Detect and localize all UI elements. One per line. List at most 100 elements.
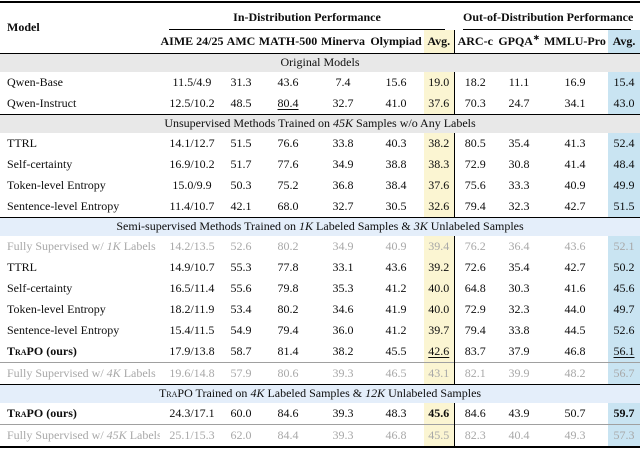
- value-text: 38.8: [385, 156, 407, 171]
- value-cell: 16.5/11.4: [160, 278, 224, 299]
- value-cell: 55.6: [224, 278, 258, 299]
- model-cell: TraPO (ours): [0, 341, 160, 363]
- value-cell: 11.4/10.7: [160, 196, 224, 218]
- value-text: 16.9: [564, 74, 586, 89]
- table-row: Self-certainty 16.5/11.4 55.6 79.8 35.3 41.2 4…: [0, 277, 640, 299]
- col-header-gpqa-ood: GPQA∗: [496, 30, 542, 54]
- value-text: 77.6: [277, 156, 299, 171]
- value-text: 48.2: [564, 365, 586, 380]
- text-part: 4K: [106, 365, 121, 380]
- value-text: 19.6/14.8: [169, 365, 215, 380]
- value-cell: 31.3: [224, 72, 258, 93]
- value-text: 32.3: [508, 301, 530, 316]
- value-text: 36.0: [332, 322, 354, 337]
- value-text: 16.9/10.2: [169, 156, 215, 171]
- value-text: 36.4: [508, 238, 530, 253]
- value-text: 39.3: [332, 365, 354, 380]
- value-cell: 46.8: [368, 423, 424, 447]
- value-text: 53.4: [230, 301, 252, 316]
- model-cell: Fully Supervised w/ 4K Labels: [0, 361, 160, 384]
- table-row: Fully Supervised w/ 45K Labels 25.1/15.3 6…: [0, 423, 640, 447]
- value-text: 52.6: [613, 322, 635, 337]
- value-cell: 49.9: [608, 174, 640, 196]
- value-cell: 24.3/17.1: [160, 403, 224, 425]
- value-text: 72.9: [464, 156, 486, 171]
- value-text: 11.5/4.9: [172, 74, 212, 89]
- value-text: 44.0: [564, 301, 586, 316]
- value-cell: 16.9/10.2: [160, 154, 224, 175]
- value-cell: 80.4: [258, 93, 318, 115]
- value-cell: 17.9/13.8: [160, 341, 224, 363]
- value-text: 38.3: [428, 156, 450, 171]
- value-cell: 40.4: [496, 423, 542, 447]
- value-cell: 79.4: [258, 320, 318, 341]
- table-row: Token-level Entropy 18.2/11.9 53.4 80.2 34.6…: [0, 298, 640, 320]
- value-cell: 72.6: [454, 257, 496, 278]
- value-cell: 36.8: [318, 175, 368, 196]
- value-cell: 40.9: [542, 175, 608, 196]
- section-title: TraPO Trained on 4K Labeled Samples & 12…: [0, 383, 640, 403]
- value-text: 51.5: [613, 198, 635, 213]
- value-cell: 79.8: [258, 278, 318, 299]
- value-text: 39.3: [332, 405, 354, 420]
- text-part: TraPO: [7, 405, 44, 420]
- text-part: 4K: [250, 386, 265, 400]
- value-cell: 42.7: [542, 196, 608, 218]
- model-cell: Fully Supervised w/ 1K Labels: [0, 236, 160, 257]
- value-text: 34.9: [332, 238, 354, 253]
- table-row: Token-level Entropy 15.0/9.9 50.3 75.2 36.8 3…: [0, 174, 640, 196]
- value-text: 38.4: [385, 177, 407, 192]
- value-cell: 34.9: [318, 236, 368, 257]
- value-text: 18.2: [464, 74, 486, 89]
- value-cell: 80.2: [258, 299, 318, 320]
- text-part: Qwen-Base: [7, 74, 63, 89]
- model-cell: TraPO (ours): [0, 403, 160, 425]
- value-cell: 37.9: [496, 341, 542, 363]
- value-text: 32.3: [508, 198, 530, 213]
- value-cell: 18.2: [454, 72, 496, 93]
- value-cell: 44.5: [542, 320, 608, 341]
- value-text: 81.4: [277, 343, 299, 358]
- value-text: 25.1/15.3: [169, 427, 215, 442]
- value-cell: 30.3: [496, 278, 542, 299]
- value-text: 41.9: [385, 301, 407, 316]
- value-cell: 32.3: [496, 196, 542, 218]
- value-text: 84.6: [464, 405, 486, 420]
- value-cell: 41.3: [542, 133, 608, 154]
- value-cell: 50.3: [224, 175, 258, 196]
- value-cell: 80.2: [258, 236, 318, 257]
- value-text: 40.3: [385, 135, 407, 150]
- table-row: TraPO (ours) 17.9/13.8 58.7 81.4 38.2 45.5 42.…: [0, 340, 640, 363]
- value-cell: 40.0: [424, 298, 455, 320]
- value-text: 59.7: [613, 405, 635, 420]
- value-cell: 39.9: [496, 361, 542, 384]
- value-cell: 56.1: [608, 340, 640, 362]
- value-cell: 62.0: [224, 423, 258, 447]
- value-cell: 39.3: [318, 423, 368, 447]
- value-text: 80.2: [277, 301, 299, 316]
- value-cell: 72.9: [454, 154, 496, 175]
- value-text: 43.6: [385, 259, 407, 274]
- text-part: Fully Supervised w/: [7, 238, 107, 253]
- value-cell: 35.4: [496, 257, 542, 278]
- value-text: 11.4/10.7: [169, 198, 215, 213]
- text-part: Labeled Samples &: [264, 386, 366, 400]
- model-cell: Self-certainty: [0, 154, 160, 175]
- value-cell: 52.6: [224, 236, 258, 257]
- value-text: 80.2: [277, 238, 299, 253]
- text-part: Trained on: [192, 386, 251, 400]
- value-text: 45.6: [613, 280, 635, 295]
- value-cell: 36.0: [318, 320, 368, 341]
- value-cell: 36.4: [496, 236, 542, 257]
- value-text: 55.6: [230, 280, 252, 295]
- section-title: Semi-supervised Methods Trained on 1K La…: [0, 216, 640, 236]
- value-cell: 51.5: [608, 195, 640, 217]
- value-cell: 45.5: [368, 341, 424, 363]
- value-text: 42.6: [428, 343, 450, 358]
- text-part: Labels: [120, 365, 156, 380]
- value-text: 42.7: [564, 259, 586, 274]
- model-cell: Qwen-Instruct: [0, 93, 160, 115]
- value-text: 49.3: [564, 427, 586, 442]
- value-cell: 40.9: [368, 236, 424, 257]
- value-cell: 72.9: [454, 299, 496, 320]
